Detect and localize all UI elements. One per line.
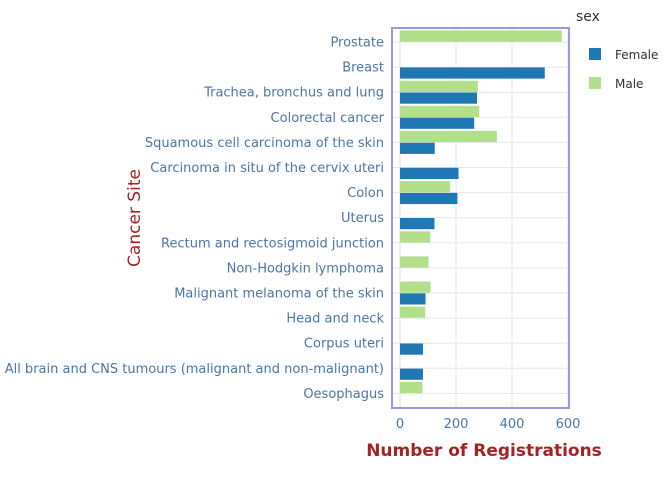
bar-female (400, 218, 435, 230)
y-tick-label: Colon (347, 186, 384, 201)
bar-female (400, 117, 475, 129)
y-tick-label: Breast (342, 61, 384, 76)
bar-male (400, 80, 478, 92)
bar-female (400, 167, 459, 179)
bar-female (400, 67, 545, 79)
bar-male (400, 281, 431, 293)
bar-male (400, 105, 480, 117)
bar-male (400, 130, 497, 143)
y-tick-label: Malignant melanoma of the skin (174, 287, 384, 302)
x-tick-label: 400 (500, 417, 525, 432)
y-tick-label: Rectum and rectosigmoid junction (161, 236, 384, 251)
x-tick-label: 0 (396, 417, 404, 432)
legend: sex Female Male (576, 9, 658, 91)
y-axis-title: Cancer Site (125, 169, 145, 267)
y-tick-label: All brain and CNS tumours (malignant and… (5, 362, 384, 377)
y-tick-label: Non-Hodgkin lymphoma (227, 261, 384, 276)
y-tick-label: Prostate (330, 36, 384, 51)
y-tick-label: Uterus (341, 211, 384, 226)
bar-female (400, 92, 477, 104)
legend-swatch-male (589, 77, 601, 89)
plot-frame (391, 27, 570, 409)
y-tick-label: Carcinoma in situ of the cervix uteri (150, 161, 384, 176)
bar-female (400, 293, 426, 305)
bars (400, 30, 562, 394)
legend-swatch-female (589, 48, 601, 60)
legend-label-female: Female (615, 48, 658, 62)
legend-title: sex (576, 9, 600, 25)
bar-female (400, 343, 423, 355)
bar-male (400, 231, 431, 243)
bar-male (400, 30, 562, 42)
bar-female (400, 192, 458, 205)
x-tick-label: 600 (556, 417, 581, 432)
x-tick-label: 200 (444, 417, 469, 432)
y-tick-label: Squamous cell carcinoma of the skin (145, 136, 384, 151)
bar-female (400, 368, 423, 380)
bar-male (400, 256, 429, 268)
y-tick-label: Colorectal cancer (271, 111, 385, 126)
y-tick-label: Oesophagus (303, 387, 384, 402)
bar-male (400, 381, 423, 394)
y-tick-label: Trachea, bronchus and lung (203, 86, 384, 101)
bar-female (400, 142, 435, 154)
legend-label-male: Male (615, 77, 643, 91)
y-tick-label: Head and neck (286, 312, 384, 327)
x-axis-title: Number of Registrations (366, 441, 602, 461)
x-axis-tick-labels: 0 200 400 600 (396, 417, 581, 432)
bar-male (400, 181, 451, 193)
y-tick-label: Corpus uteri (304, 337, 384, 352)
y-axis-tick-labels: Prostate Breast Trachea, bronchus and lung… (5, 36, 385, 402)
bar-male (400, 306, 426, 318)
